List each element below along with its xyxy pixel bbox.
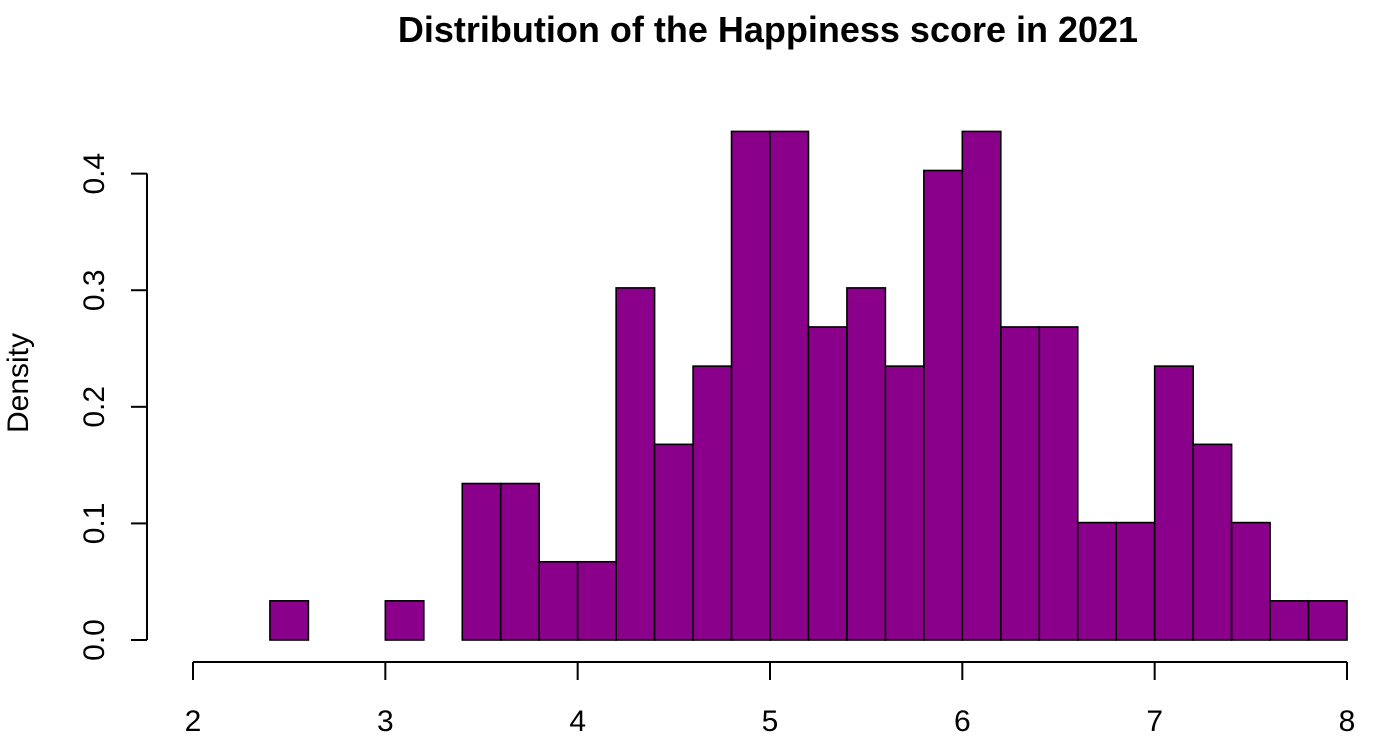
- histogram-bar: [1269, 600, 1310, 641]
- histogram-bar: [653, 443, 694, 641]
- y-axis: 0.0 0.1 0.2 0.3 0.4: [78, 153, 148, 661]
- histogram-bar: [1153, 365, 1194, 641]
- y-tick-label: 0.0: [78, 619, 111, 661]
- y-axis-label: Density: [2, 333, 35, 433]
- x-tick-label: 6: [954, 705, 971, 738]
- histogram-bar: [1076, 521, 1117, 641]
- histogram-bar: [884, 365, 925, 641]
- x-tick-label: 4: [569, 705, 586, 738]
- x-tick-label: 5: [762, 705, 779, 738]
- chart-title: Distribution of the Happiness score in 2…: [398, 9, 1138, 50]
- x-tick-label: 8: [1339, 705, 1356, 738]
- histogram-bar: [1307, 600, 1348, 641]
- histogram-bar: [923, 169, 964, 641]
- histogram-bar: [1230, 521, 1271, 641]
- histogram-bar: [1038, 326, 1079, 641]
- histogram-bar: [1115, 521, 1156, 641]
- histogram-bar: [538, 560, 579, 641]
- histogram-bar: [576, 560, 617, 641]
- histogram-bar: [1192, 443, 1233, 641]
- histogram-bar: [384, 600, 425, 641]
- y-tick-label: 0.2: [78, 386, 111, 428]
- y-tick-label: 0.3: [78, 269, 111, 311]
- y-tick-label: 0.4: [78, 153, 111, 195]
- histogram-bar: [999, 326, 1041, 641]
- histogram-bar: [961, 130, 1002, 641]
- histogram-bar: [846, 287, 887, 641]
- x-axis: 2 3 4 5 6 7 8: [185, 661, 1356, 738]
- histogram-bar: [730, 130, 771, 641]
- histogram-bar: [692, 365, 733, 641]
- x-tick-label: 7: [1146, 705, 1163, 738]
- histogram-bar: [499, 482, 541, 641]
- x-tick-label: 3: [377, 705, 394, 738]
- y-tick-label: 0.1: [78, 503, 111, 545]
- histogram-bar: [769, 130, 810, 641]
- x-tick-label: 2: [185, 705, 202, 738]
- histogram-bar: [807, 326, 848, 641]
- histogram-bar: [269, 600, 310, 641]
- histogram-bar: [461, 482, 502, 641]
- histogram-bar: [615, 287, 656, 641]
- bars-layer: [269, 130, 1348, 641]
